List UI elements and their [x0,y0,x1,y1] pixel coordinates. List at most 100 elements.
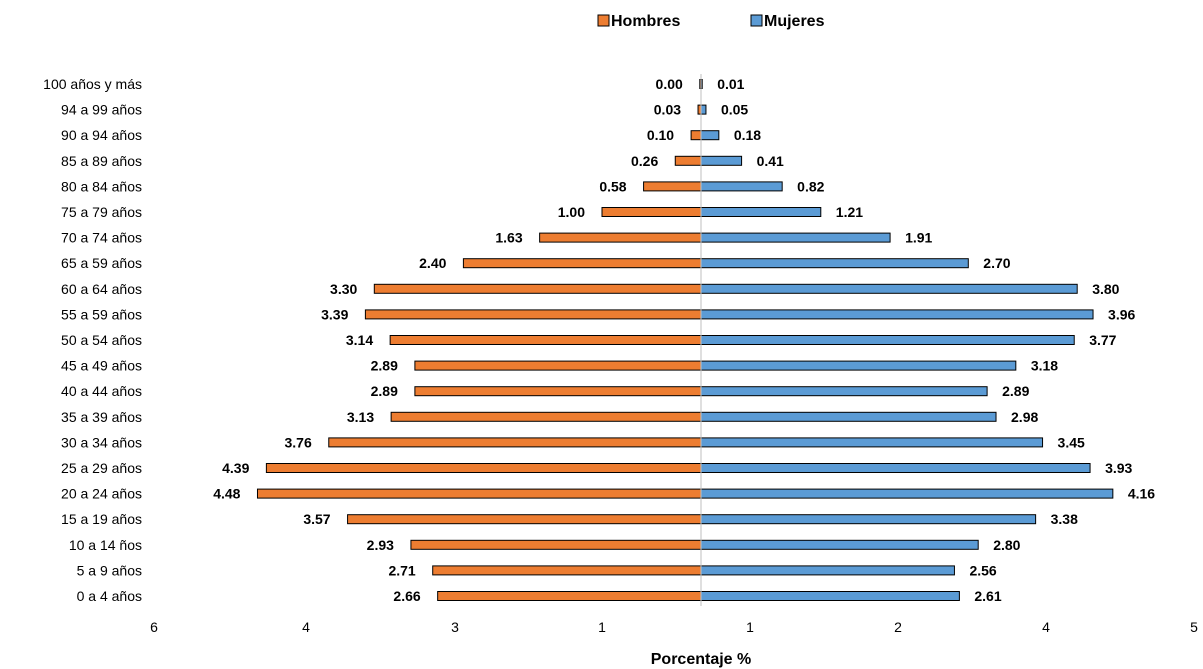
value-label-mujeres: 1.21 [836,204,863,220]
x-tick-label: 6 [150,619,158,635]
bar-mujeres [700,565,955,576]
value-label-mujeres: 0.01 [717,76,744,92]
value-label-hombres: 3.76 [285,434,312,450]
bar-mujeres [700,104,707,115]
value-label-hombres: 0.03 [654,102,681,118]
bar-mujeres [700,335,1075,345]
category-label: 20 a 24 años [61,486,142,502]
bar-mujeres [700,463,1091,473]
value-label-mujeres: 3.77 [1089,332,1116,348]
value-label-mujeres: 2.70 [983,255,1010,271]
value-label-hombres: 3.14 [346,332,373,348]
legend-label-hombres: Hombres [611,13,680,30]
category-label: 10 a 14 ños [69,537,142,553]
legend-label-mujeres: Mujeres [764,13,825,30]
category-label: 90 a 94 años [61,127,142,143]
value-label-hombres: 0.00 [656,76,683,92]
value-label-mujeres: 2.56 [969,562,996,578]
bar-hombres [265,463,702,473]
value-label-hombres: 0.10 [647,127,674,143]
category-label: 50 a 54 años [61,332,142,348]
value-label-mujeres: 0.41 [757,153,784,169]
x-tick-label: 4 [1042,619,1050,635]
bar-mujeres [700,591,960,601]
bar-hombres [437,591,702,601]
bar-hombres [690,130,702,141]
bar-hombres [414,386,702,397]
category-label: 35 a 39 años [61,409,142,425]
bar-hombres [347,514,702,525]
x-tick-label: 1 [746,619,754,635]
bar-hombres [389,335,702,345]
value-label-mujeres: 3.45 [1058,434,1085,450]
bar-hombres [373,283,702,294]
category-label: 0 a 4 años [77,588,142,604]
category-label: 100 años y más [43,76,142,92]
bar-hombres [674,155,702,166]
value-label-mujeres: 2.80 [993,537,1020,553]
legend-swatch-hombres [597,14,610,27]
value-label-hombres: 2.89 [371,383,398,399]
bar-hombres [414,360,702,371]
bar-mujeres [700,386,988,397]
category-label: 55 a 59 años [61,306,142,322]
value-label-hombres: 2.66 [393,588,420,604]
category-label: 85 a 89 años [61,153,142,169]
value-label-mujeres: 3.80 [1092,281,1119,297]
bar-hombres [462,258,702,269]
value-label-mujeres: 3.96 [1108,306,1135,322]
value-label-hombres: 4.48 [213,486,240,502]
bar-mujeres [700,539,979,550]
value-label-mujeres: 3.38 [1051,511,1078,527]
bars [256,79,1114,601]
bar-hombres [539,232,702,243]
value-label-mujeres: 2.98 [1011,409,1038,425]
bar-hombres [601,207,702,217]
value-label-mujeres: 4.16 [1128,486,1155,502]
bar-hombres [364,309,702,320]
category-label: 30 a 34 años [61,434,142,450]
value-label-mujeres: 0.82 [797,178,824,194]
bar-mujeres [700,360,1017,371]
bar-hombres [256,488,702,499]
category-label: 75 a 79 años [61,204,142,220]
x-axis-title: Porcentaje % [651,651,751,668]
x-tick-label: 4 [302,619,310,635]
x-tick-label: 5 [1190,619,1198,635]
value-label-hombres: 3.30 [330,281,357,297]
category-label: 60 a 64 años [61,281,142,297]
value-label-hombres: 1.00 [558,204,585,220]
x-tick-label: 2 [894,619,902,635]
value-label-hombres: 3.57 [303,511,330,527]
bar-mujeres [700,488,1114,499]
bar-mujeres [700,437,1044,448]
bar-mujeres [700,181,783,192]
value-label-hombres: 2.93 [367,537,394,553]
value-label-hombres: 0.58 [599,178,626,194]
bar-mujeres [700,283,1078,294]
category-label: 45 a 49 años [61,358,142,374]
bar-mujeres [700,130,720,141]
value-label-mujeres: 3.93 [1105,460,1132,476]
bar-mujeres [700,207,822,217]
value-label-hombres: 3.13 [347,409,374,425]
bar-mujeres [700,258,969,269]
value-label-hombres: 4.39 [222,460,249,476]
category-label: 70 a 74 años [61,230,142,246]
bar-hombres [643,181,702,192]
value-label-hombres: 2.89 [371,358,398,374]
x-axis: 6 4 3 1 1 2 4 5 [150,74,1198,635]
bar-hombres [390,411,702,422]
category-label: 15 a 19 años [61,511,142,527]
category-label: 40 a 44 años [61,383,142,399]
value-label-mujeres: 3.18 [1031,358,1058,374]
value-label-hombres: 1.63 [495,230,522,246]
value-label-hombres: 0.26 [631,153,658,169]
legend-swatch-mujeres [750,14,763,27]
legend: Hombres Mujeres [597,13,825,30]
bar-mujeres [700,411,997,422]
bar-mujeres [700,309,1094,320]
value-label-mujeres: 0.18 [734,127,761,143]
value-label-mujeres: 2.61 [974,588,1001,604]
